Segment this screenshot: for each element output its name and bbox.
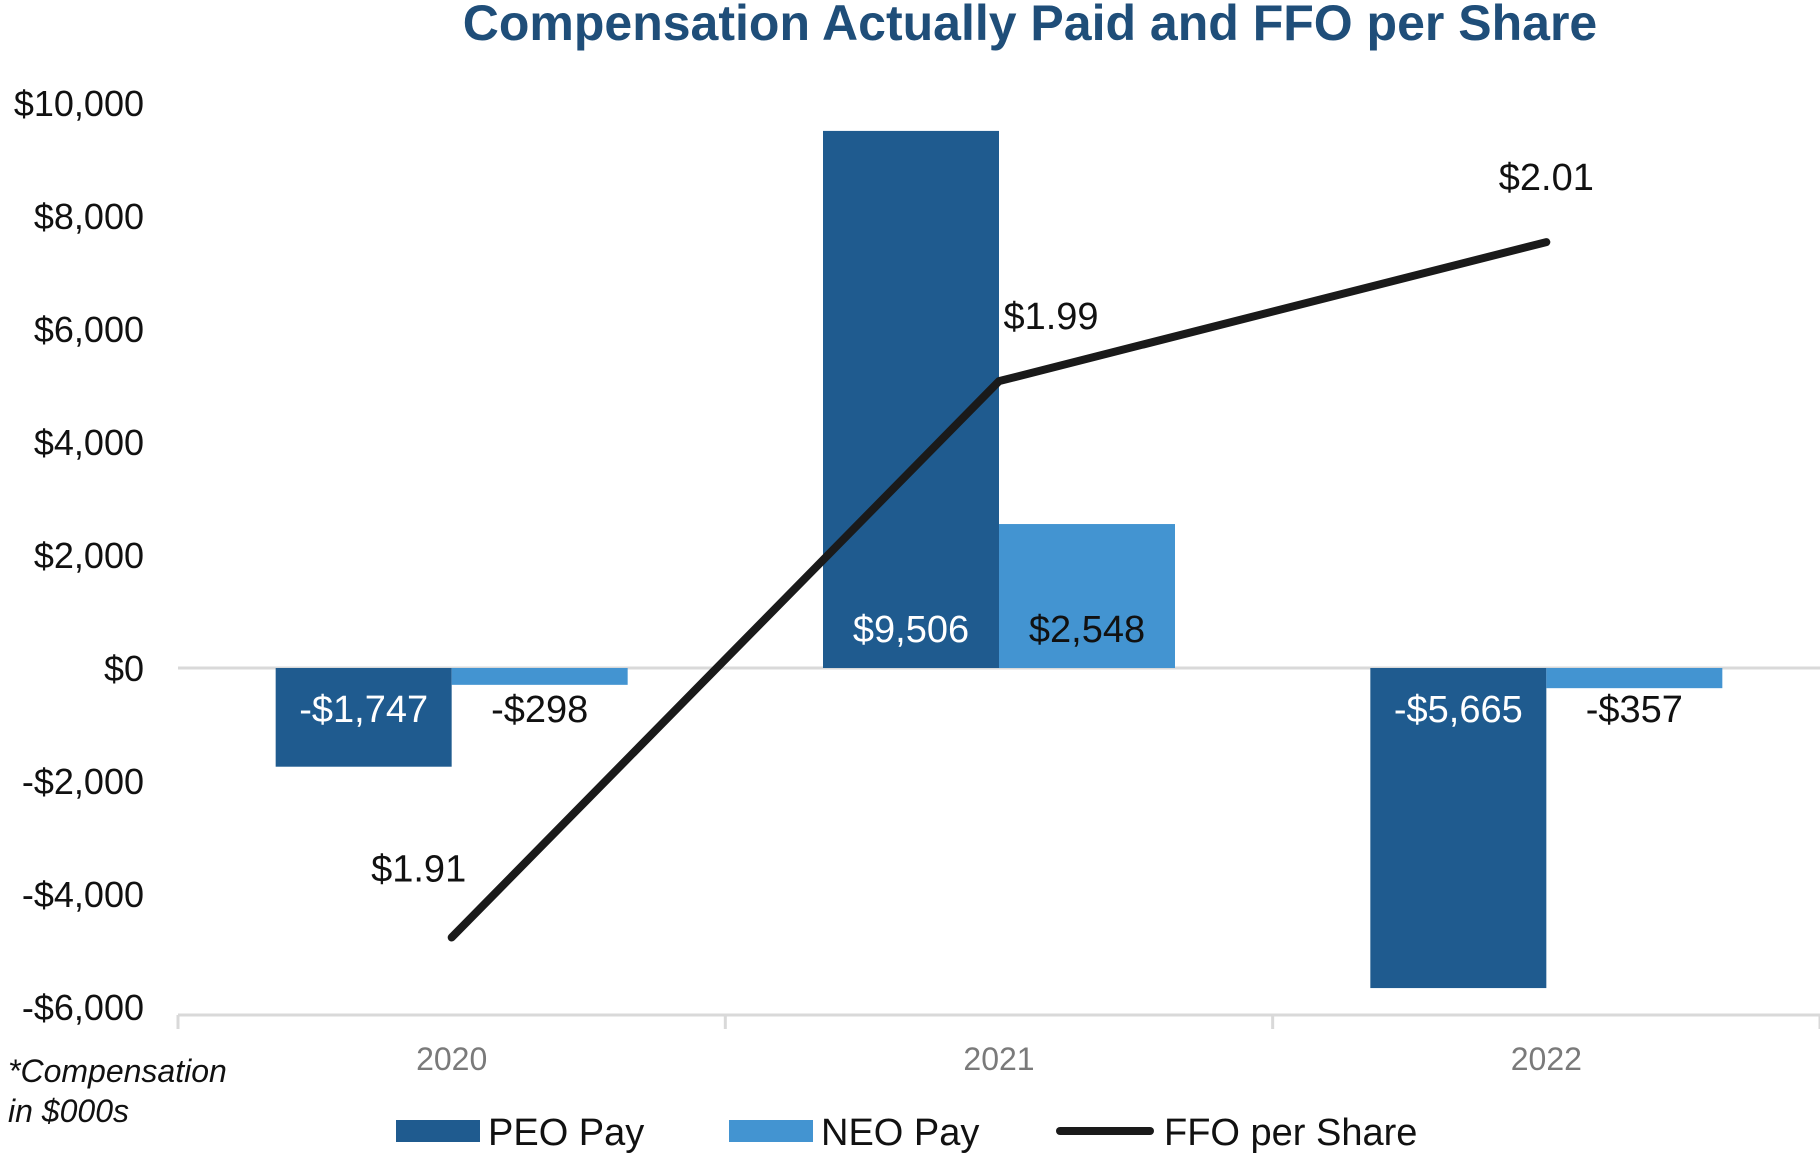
neo-bar — [451, 668, 628, 685]
note-line-2: in $000s — [8, 1093, 129, 1129]
peo-value-label: -$1,747 — [299, 689, 428, 731]
neo-bar — [999, 524, 1175, 668]
x-tick-label: 2020 — [416, 1041, 487, 1077]
legend-swatch — [396, 1120, 480, 1142]
legend: PEO Pay NEO Pay FFO per Share — [396, 1112, 1417, 1154]
ffo-line-path — [447, 238, 1551, 942]
y-tick-label: $0 — [104, 648, 144, 689]
x-tick-label: 2022 — [1511, 1041, 1582, 1077]
compensation-note: *Compensation in $000s — [8, 1053, 227, 1129]
peo-bar — [1370, 668, 1547, 989]
legend-label: NEO Pay — [821, 1112, 979, 1154]
y-tick-label: $6,000 — [34, 309, 144, 350]
note-line-1: *Compensation — [8, 1053, 227, 1089]
ffo-value-label: $1.91 — [371, 848, 466, 890]
bars — [275, 130, 1723, 989]
y-tick-label: $10,000 — [14, 83, 144, 124]
y-tick-label: -$6,000 — [22, 987, 144, 1028]
y-axis: $10,000 $8,000 $6,000 $4,000 $2,000 $0 -$2,000… — [14, 83, 144, 1028]
y-tick-label: -$2,000 — [22, 761, 144, 802]
ffo-line — [447, 238, 1551, 942]
data-labels: -$1,747 -$298 $9,506 $2,548 -$5,665 -$357 $1.9… — [299, 157, 1683, 890]
peo-value-label: -$5,665 — [1394, 689, 1523, 731]
peo-bar — [275, 668, 452, 767]
ffo-value-label: $1.99 — [1003, 296, 1098, 338]
neo-value-label: -$298 — [491, 689, 588, 731]
peo-bar — [823, 130, 999, 668]
neo-bar — [1546, 668, 1723, 689]
y-tick-label: $4,000 — [34, 422, 144, 463]
y-tick-label: -$4,000 — [22, 874, 144, 915]
chart-title: Compensation Actually Paid and FFO per S… — [463, 0, 1597, 51]
neo-value-label: -$357 — [1586, 689, 1683, 731]
y-tick-label: $8,000 — [34, 196, 144, 237]
legend-swatch — [729, 1120, 813, 1142]
x-tick-label: 2021 — [963, 1041, 1034, 1077]
legend-label: PEO Pay — [488, 1112, 644, 1154]
neo-value-label: $2,548 — [1029, 609, 1145, 651]
peo-value-label: $9,506 — [853, 609, 969, 651]
y-tick-label: $2,000 — [34, 535, 144, 576]
ffo-value-label: $2.01 — [1499, 157, 1594, 199]
legend-label: FFO per Share — [1164, 1112, 1417, 1154]
